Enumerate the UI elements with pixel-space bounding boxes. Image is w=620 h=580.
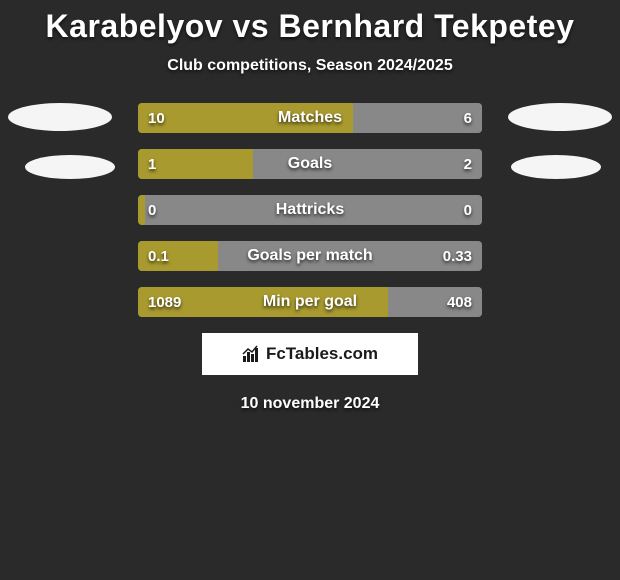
brand-label: FcTables.com	[242, 344, 378, 364]
stat-label: Matches	[138, 103, 482, 133]
stat-row: 1089408Min per goal	[138, 287, 482, 317]
date-label: 10 november 2024	[0, 395, 620, 413]
brand-box[interactable]: FcTables.com	[202, 333, 418, 375]
decorative-ellipse	[511, 155, 601, 179]
chart-area: 106Matches 12Goals 00Hattricks 0.10.33Goals…	[0, 103, 620, 317]
subtitle: Club competitions, Season 2024/2025	[0, 57, 620, 75]
brand-chart-icon	[242, 345, 262, 363]
brand-text: FcTables.com	[266, 344, 378, 364]
stat-row: 00Hattricks	[138, 195, 482, 225]
stat-label: Hattricks	[138, 195, 482, 225]
stat-row: 0.10.33Goals per match	[138, 241, 482, 271]
stat-row: 12Goals	[138, 149, 482, 179]
decorative-ellipse	[25, 155, 115, 179]
stat-label: Goals per match	[138, 241, 482, 271]
stat-row: 106Matches	[138, 103, 482, 133]
stat-label: Goals	[138, 149, 482, 179]
decorative-ellipse	[508, 103, 612, 131]
page-title: Karabelyov vs Bernhard Tekpetey	[0, 8, 620, 45]
decorative-ellipse	[8, 103, 112, 131]
comparison-card: Karabelyov vs Bernhard Tekpetey Club com…	[0, 0, 620, 413]
stat-label: Min per goal	[138, 287, 482, 317]
